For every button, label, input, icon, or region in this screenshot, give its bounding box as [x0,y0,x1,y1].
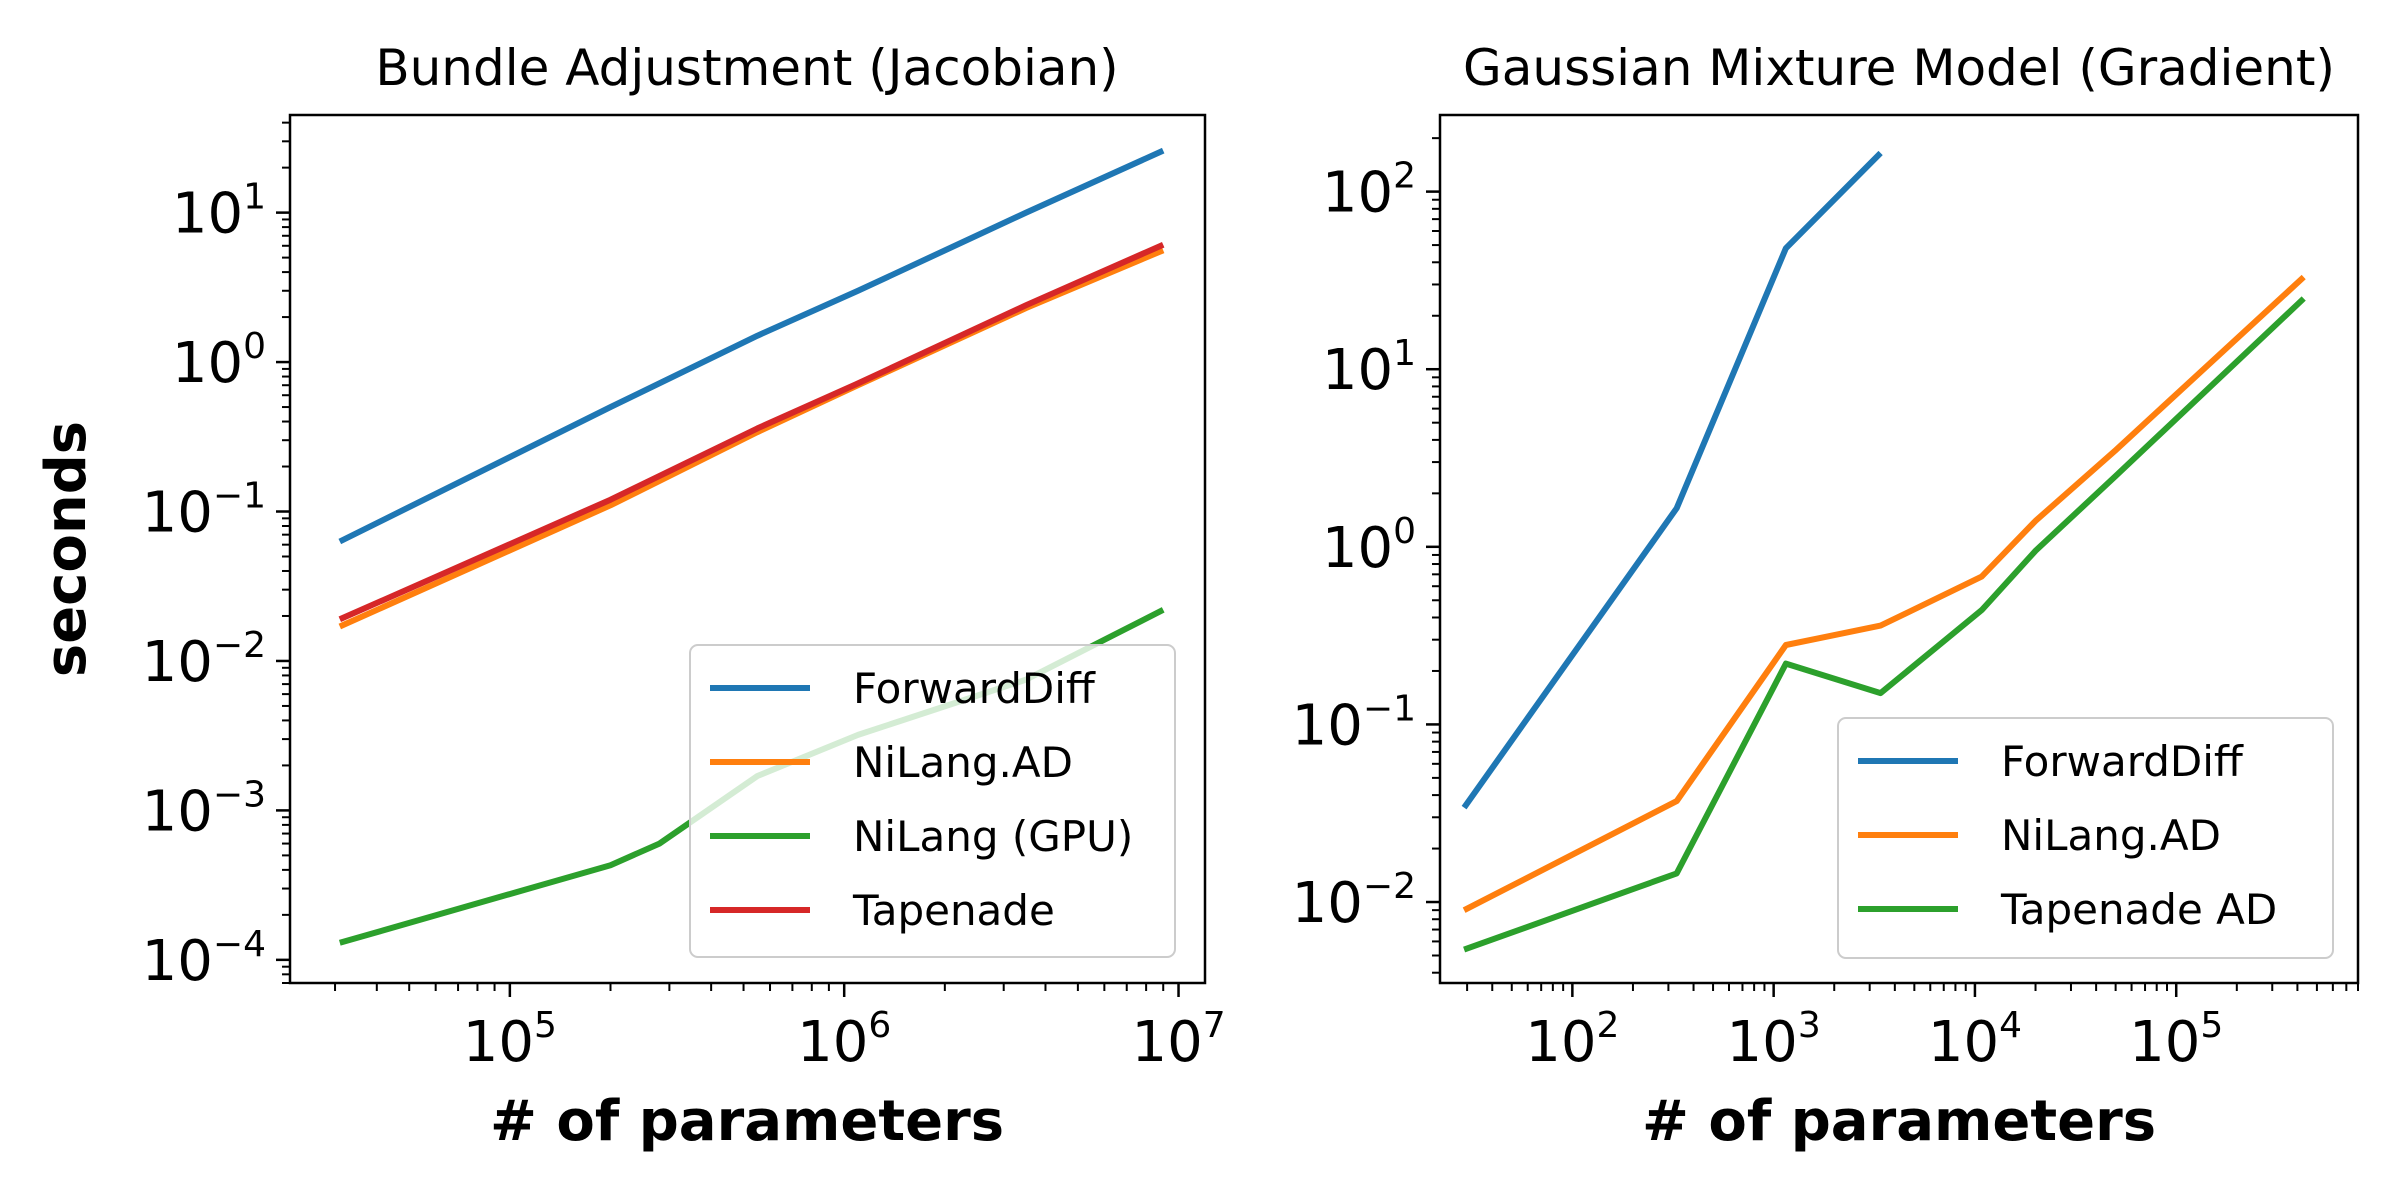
legend-box [689,644,1176,958]
chart-gaussian-mixture-model: Gaussian Mixture Model (Gradient) 102 103 1… [1292,39,2360,1154]
x-tick-label: 102 [1525,1005,1619,1075]
legend-label: NiLang (GPU) [853,812,1133,861]
legend-box [1837,717,2334,959]
y-tick-label: 100 [1322,511,1416,581]
plot-frame [288,113,1207,985]
legend-item: NiLang.AD [710,738,1073,787]
legend-label: ForwardDiff [853,664,1096,713]
legend-label: ForwardDiff [2001,737,2244,786]
x-tick-label: 106 [797,1005,891,1075]
legend-item: ForwardDiff [1858,737,2244,786]
x-tick-label: 103 [1727,1005,1821,1075]
series-lines [1461,150,2306,953]
legend-label: Tapenade AD [2000,885,2277,934]
chart-title-gmm: Gaussian Mixture Model (Gradient) [1463,39,2335,97]
legend-item: Tapenade [710,886,1055,935]
legend: ForwardDiff NiLang.AD NiLang (GPU) Tapenade [689,644,1176,958]
y-tick-label: 10−3 [142,774,266,844]
x-axis-label: # of parameters [1642,1089,2156,1154]
legend: ForwardDiff NiLang.AD Tapenade AD [1837,717,2334,959]
x-tick-label: 107 [1131,1005,1225,1075]
y-tick-label: 10−1 [142,476,266,546]
y-axis-label: seconds [34,421,99,677]
series-line-nilang-ad [338,247,1165,630]
y-tick-label: 10−4 [142,924,266,994]
chart-title-ba: Bundle Adjustment (Jacobian) [375,39,1118,97]
series-line-tapenade-ad [1463,296,2306,953]
series-line-tapenade [338,241,1165,623]
legend-item: NiLang (GPU) [710,812,1133,861]
y-tick-label: 102 [1322,156,1416,226]
y-tick-label: 10−2 [142,625,266,695]
series-line-forwarddiff [1461,150,1883,810]
y-tick-label: 101 [1322,333,1416,403]
y-tick-label: 10−2 [1292,866,1416,936]
legend-label: Tapenade [852,886,1055,935]
x-tick-label: 105 [463,1005,557,1075]
x-axis-label: # of parameters [490,1089,1004,1154]
y-tick-label: 10−1 [1292,688,1416,758]
x-tick-label: 104 [1928,1005,2022,1075]
y-tick-label: 101 [172,177,266,247]
legend-item: NiLang.AD [1858,811,2221,860]
x-tick-label: 105 [2129,1005,2223,1075]
legend-label: NiLang.AD [853,738,1073,787]
chart-bundle-adjustment: Bundle Adjustment (Jacobian) 105 106 107 101… [34,39,1226,1154]
series-line-forwarddiff [338,147,1165,545]
y-tick-label: 100 [172,326,266,396]
legend-item: ForwardDiff [710,664,1096,713]
legend-item: Tapenade AD [1858,885,2277,934]
series-line-nilang-ad [1462,274,2306,913]
legend-label: NiLang.AD [2001,811,2221,860]
plot-frame [1438,113,2360,985]
